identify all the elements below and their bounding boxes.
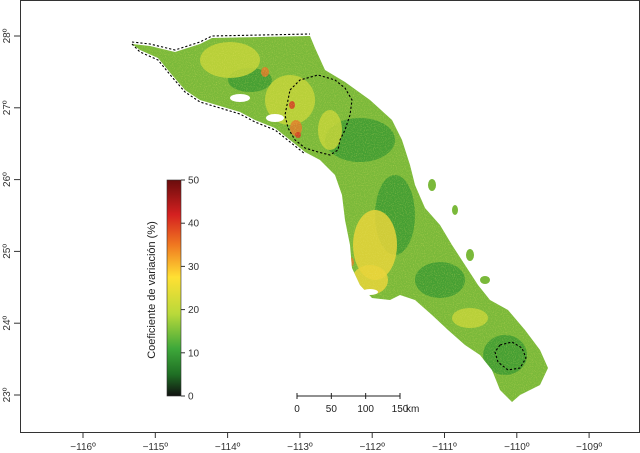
y-tick-label: 26º — [2, 172, 13, 187]
island — [480, 276, 490, 284]
scale-tick-label: 150 — [392, 404, 409, 415]
x-tick-label: −109º — [576, 442, 603, 453]
y-tick-label: 27º — [2, 100, 13, 115]
legend-colorbar — [166, 179, 182, 397]
x-tick-label: −111º — [432, 442, 457, 453]
y-tick-label: 23º — [2, 387, 13, 402]
y-tick-label: 24º — [2, 315, 13, 330]
scale-ticks: 0 50 100 150 — [294, 393, 409, 415]
scale-unit: km — [406, 404, 419, 415]
y-tick-label: 25º — [2, 244, 13, 259]
y-axis: 28º 27º 26º 25º 24º 23º — [2, 28, 20, 402]
legend-tick-label: 0 — [188, 392, 194, 403]
legend-tick-label: 50 — [188, 176, 200, 187]
lagoon — [362, 289, 378, 295]
y-tick-label: 28º — [2, 28, 13, 43]
vizcaino-boundary — [131, 33, 353, 156]
island — [466, 249, 474, 261]
x-tick-label: −115º — [143, 442, 169, 453]
legend-ticks: 0 10 20 30 40 50 — [181, 176, 200, 403]
scale-tick-label: 50 — [326, 404, 338, 415]
scale-bar: 0 50 100 150 km — [294, 393, 419, 415]
legend-title: Coeficiente de variación (%) — [146, 221, 158, 359]
x-tick-label: −113º — [287, 442, 313, 453]
x-tick-label: −112º — [359, 442, 385, 453]
scale-tick-label: 0 — [294, 404, 300, 415]
legend-tick-label: 20 — [188, 305, 200, 316]
legend-tick-label: 10 — [188, 348, 200, 359]
legend: Coeficiente de variación (%) 0 10 20 30 40 50 — [146, 176, 200, 403]
lagoon — [230, 94, 250, 102]
legend-tick-label: 40 — [188, 219, 200, 230]
island — [452, 205, 458, 215]
x-tick-label: −110º — [504, 442, 530, 453]
lagoon — [266, 114, 284, 122]
x-tick-label: −114º — [215, 442, 241, 453]
legend-tick-label: 30 — [188, 262, 200, 273]
x-axis: −116º −115º −114º −113º −112º −111º −110º −109º — [70, 432, 603, 453]
scale-tick-label: 100 — [357, 404, 374, 415]
sierra-laguna-boundary — [494, 341, 527, 371]
island — [428, 179, 436, 191]
protected-area-boundaries — [131, 33, 527, 371]
x-tick-label: −116º — [70, 442, 96, 453]
